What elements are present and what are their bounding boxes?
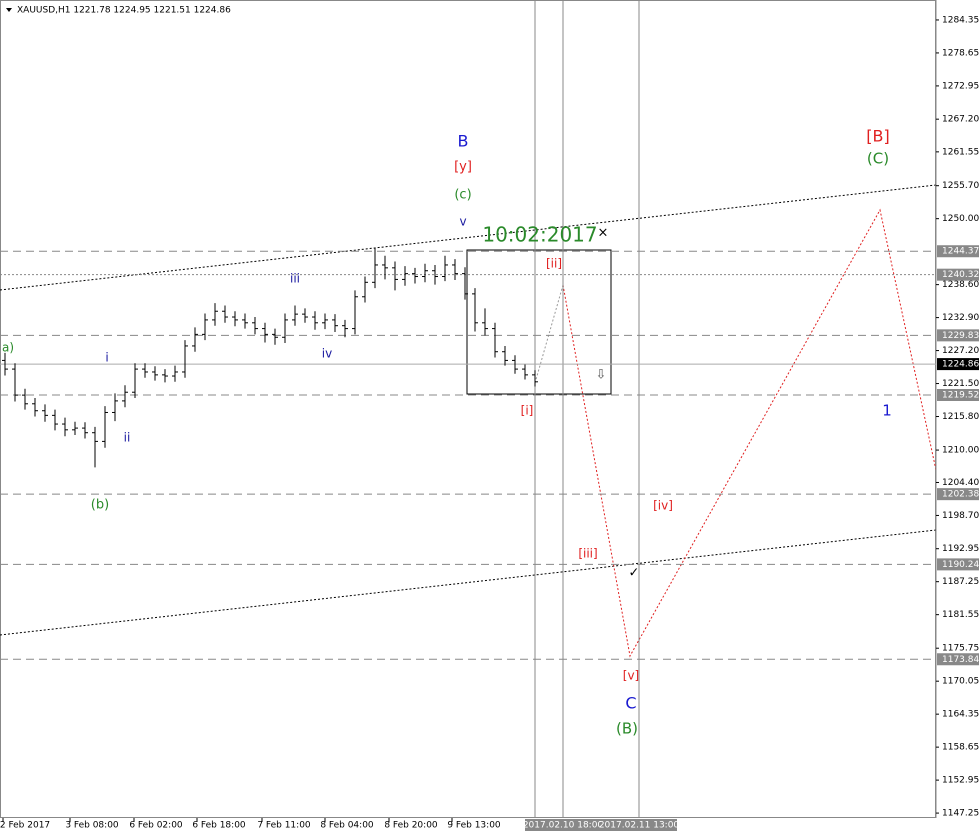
- x-tick-label: 3 Feb 08:00: [65, 821, 119, 831]
- y-tick-label: 1204.40: [942, 478, 979, 488]
- level-tag: [937, 389, 979, 402]
- x-tick-label: 6 Feb 02:00: [129, 821, 183, 831]
- wave-label: [y]: [454, 160, 472, 175]
- y-tick-label: 1175.75: [942, 644, 979, 654]
- level-tag: [937, 653, 979, 666]
- wave-label: ×: [598, 226, 609, 241]
- level-tag: [937, 329, 979, 342]
- wave-label: i: [105, 351, 108, 365]
- box: [466, 249, 612, 395]
- level-label: 1240.32: [942, 270, 979, 280]
- wave-label: 10:02:2017: [482, 223, 597, 247]
- y-tick-label: 1187.25: [942, 577, 979, 587]
- level-label: 1190.24: [942, 560, 979, 570]
- level-label: 1202.38: [942, 490, 979, 500]
- x-tick-label: 6 Feb 18:00: [192, 821, 246, 831]
- wave-label: v: [459, 215, 466, 229]
- y-tick-label: 1238.60: [942, 280, 979, 290]
- wave-label: [iii]: [578, 547, 597, 561]
- projection: [534, 284, 564, 384]
- x-tick-label: 7 Feb 11:00: [257, 821, 311, 831]
- y-tick-label: 1250.00: [942, 214, 979, 224]
- wave-label: [ii]: [546, 257, 562, 271]
- level-tag: [937, 488, 979, 501]
- wave-label: [B]: [866, 127, 889, 146]
- y-tick-label: 1210.00: [942, 446, 979, 456]
- wave-label: iii: [290, 272, 300, 286]
- v-line-label: 2017.02.11 13:00: [599, 821, 680, 831]
- x-tick-label: 2 Feb 2017: [0, 821, 50, 831]
- y-tick-label: 1267.20: [942, 115, 979, 125]
- y-tick-label: 1272.95: [942, 81, 979, 91]
- level-label: 1229.83: [942, 331, 979, 341]
- y-tick-label: 1158.65: [942, 743, 979, 753]
- y-tick-label: 1181.55: [942, 610, 979, 620]
- wave-label: a): [2, 341, 14, 355]
- y-tick-label: 1278.65: [942, 48, 979, 58]
- y-tick-label: 1164.35: [942, 710, 979, 720]
- level-tag: [937, 245, 979, 258]
- y-tick-label: 1221.50: [942, 379, 979, 389]
- level-label: 1244.37: [942, 247, 979, 257]
- v-line-label: 2017.02.10 18:00: [523, 821, 604, 831]
- y-tick-label: 1261.55: [942, 147, 979, 157]
- wave-label: (C): [867, 150, 889, 168]
- y-tick-label: 1284.35: [942, 15, 979, 25]
- x-tick-label: 9 Feb 13:00: [447, 821, 501, 831]
- wave-label: 1: [882, 402, 892, 420]
- wave-label: ⇩: [596, 368, 607, 383]
- y-tick-label: 1152.95: [942, 776, 979, 786]
- y-tick-label: 1227.20: [942, 346, 979, 356]
- y-tick-label: 1232.90: [942, 313, 979, 323]
- wave-label: C: [625, 694, 636, 713]
- x-tick-label: 8 Feb 04:00: [320, 821, 374, 831]
- y-tick-label: 1198.70: [942, 511, 979, 521]
- wave-label: ii: [124, 431, 131, 445]
- wave-label: B: [458, 132, 469, 151]
- projection: [562, 208, 937, 658]
- y-tick-label: 1170.05: [942, 677, 979, 687]
- wave-label: [v]: [623, 669, 639, 683]
- x-tick-label: 8 Feb 20:00: [384, 821, 438, 831]
- level-tag: [937, 558, 979, 571]
- y-tick-label: 1192.95: [942, 544, 979, 554]
- menu-arrow: [6, 8, 12, 12]
- v-line-tag: [601, 819, 677, 831]
- y-tick-label: 1147.25: [942, 809, 979, 819]
- wave-label: (c): [454, 188, 471, 203]
- wave-label: iv: [322, 347, 332, 361]
- wave-label: [i]: [521, 404, 534, 418]
- channel-line: [0, 529, 937, 636]
- chart-title: XAUUSD,H1 1221.78 1224.95 1221.51 1224.8…: [17, 6, 231, 16]
- level-tag: [937, 358, 979, 371]
- channel-line: [0, 184, 937, 291]
- level-label: 1224.86: [942, 360, 979, 370]
- wave-label: ✓: [629, 566, 640, 581]
- level-label: 1219.52: [942, 391, 979, 401]
- level-label: 1173.84: [942, 655, 979, 665]
- wave-label: (b): [91, 498, 109, 513]
- y-tick-label: 1215.80: [942, 412, 979, 422]
- y-tick-label: 1255.70: [942, 181, 979, 191]
- level-tag: [937, 268, 979, 281]
- wave-label: (B): [616, 720, 638, 738]
- v-line-tag: [525, 819, 601, 831]
- wave-label: [iv]: [653, 499, 673, 513]
- plot-frame: [0, 0, 936, 818]
